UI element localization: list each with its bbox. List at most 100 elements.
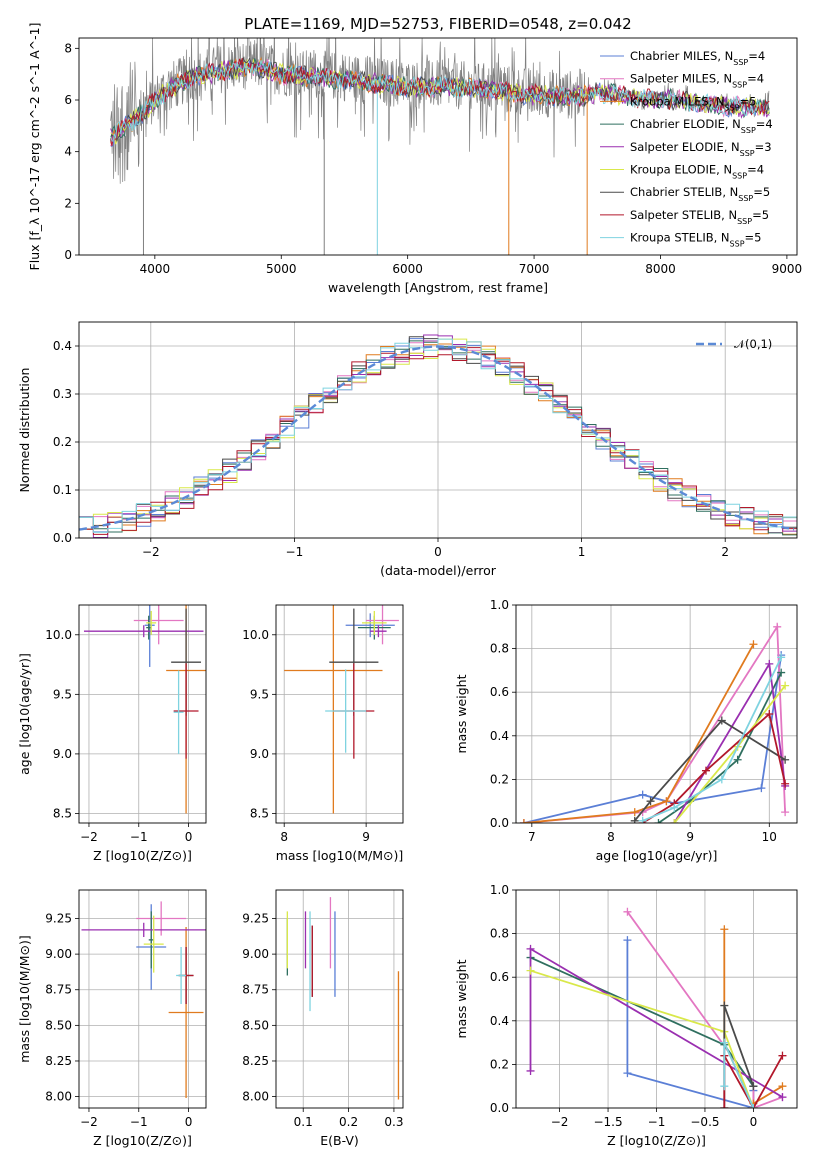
- y-tick-label: 0.2: [490, 772, 509, 786]
- x-axis-label: age [log10(age/yr)]: [596, 848, 718, 863]
- y-tick-label: 8.25: [242, 1054, 269, 1068]
- y-tick-label: 8.75: [45, 983, 72, 997]
- y-tick-label: 2: [64, 196, 72, 210]
- data-point-marker: [662, 797, 671, 806]
- mass-weight-line: [626, 940, 755, 1108]
- y-tick-label: 9.25: [242, 911, 269, 925]
- x-tick-label: 0: [750, 1115, 758, 1129]
- x-axis-label: wavelength [Angstrom, rest frame]: [328, 280, 548, 295]
- x-axis-label: (data-model)/error: [380, 563, 497, 578]
- x-tick-label: 6000: [392, 262, 423, 276]
- x-tick-label: −1: [130, 1115, 148, 1129]
- plot-area: [286, 897, 400, 1100]
- data-point-marker: [519, 819, 528, 823]
- data-point-marker: [646, 797, 655, 806]
- y-tick-label: 8.50: [242, 1018, 269, 1032]
- legend-label: Kroupa STELIB, NSSP=5: [630, 231, 761, 249]
- y-axis-label: Normed distribution: [17, 368, 32, 493]
- y-tick-label: 9.00: [242, 947, 269, 961]
- legend-label: Chabrier MILES, NSSP=4: [630, 49, 765, 67]
- data-point-marker: [623, 1069, 632, 1078]
- y-axis-label: Flux [f_λ 10^-17 erg cm^-2 s^-1 A^-1]: [27, 23, 42, 271]
- x-tick-label: 9000: [772, 262, 803, 276]
- y-axis-label: mass weight: [454, 674, 469, 753]
- axes-frame: [78, 604, 207, 824]
- mass-weight-line: [523, 643, 755, 823]
- axes-frame: [515, 604, 798, 824]
- plot-area: [526, 907, 787, 1108]
- x-tick-label: −1: [286, 545, 304, 559]
- x-tick-label: 2: [721, 545, 729, 559]
- x-tick-label: −2: [551, 1115, 569, 1129]
- data-point-marker: [720, 1038, 729, 1047]
- data-point-marker: [526, 1066, 535, 1075]
- y-tick-label: 0.0: [490, 1101, 509, 1115]
- data-point-marker: [773, 622, 782, 631]
- y-tick-label: 10.0: [45, 628, 72, 642]
- panel-spectrum: 4000 5000 6000 7000 8000 9000 0 2 4 6 8 wavelength …: [27, 23, 803, 295]
- legend-label: Chabrier ELODIE, NSSP=4: [630, 117, 773, 135]
- axes-frame: [78, 37, 798, 256]
- y-tick-label: 0.6: [490, 685, 509, 699]
- data-point-marker: [526, 944, 535, 953]
- data-point-marker: [630, 808, 639, 817]
- data-point-marker: [670, 819, 679, 823]
- axes-frame: [515, 889, 798, 1109]
- plot-area: [284, 605, 399, 814]
- y-tick-label: 1.0: [490, 883, 509, 897]
- data-point-marker: [765, 659, 774, 668]
- y-tick-label: 0.6: [490, 970, 509, 984]
- data-point-marker: [765, 710, 774, 718]
- x-tick-label: 0.1: [294, 1115, 313, 1129]
- y-tick-label: 0: [64, 248, 72, 262]
- panel-mass_vs_EBV: 0.1 0.2 0.3 8.00 8.25 8.50 8.75 9.00 9.25 E(B-V): [242, 889, 404, 1148]
- legend-label: Salpeter ELODIE, NSSP=3: [630, 140, 772, 158]
- axes-frame: [275, 889, 404, 1109]
- mass-weight-line: [634, 719, 786, 822]
- x-axis-label: Z [log10(Z/Z⊙)]: [93, 1133, 192, 1148]
- x-tick-label: 8000: [645, 262, 676, 276]
- model-spectrum: [110, 59, 761, 142]
- y-tick-label: 9.0: [250, 747, 269, 761]
- data-point-marker: [781, 808, 790, 817]
- y-tick-label: 0.4: [490, 729, 509, 743]
- mass-weight-line: [642, 656, 783, 822]
- x-tick-label: −1: [648, 1115, 666, 1129]
- y-tick-label: 0.8: [490, 927, 509, 941]
- data-point-marker: [623, 907, 632, 916]
- y-tick-label: 4: [64, 145, 72, 159]
- legend-label: Kroupa ELODIE, NSSP=4: [630, 163, 764, 181]
- y-tick-label: 0.0: [53, 531, 72, 545]
- panel-age_vs_mass: 8 9 8.5 9.0 9.5 10.0 mass [log10(M/M⊙)]: [242, 604, 404, 863]
- plot-area: [83, 605, 206, 814]
- x-tick-label: −1: [130, 830, 148, 844]
- data-point-marker: [701, 766, 710, 775]
- data-point-marker: [630, 816, 639, 823]
- data-point-marker: [623, 936, 632, 945]
- y-tick-label: 9.5: [53, 687, 72, 701]
- x-tick-label: −2: [80, 1115, 98, 1129]
- plot-area: [79, 334, 797, 538]
- y-tick-label: 1.0: [490, 598, 509, 612]
- legend-label: Chabrier STELIB, NSSP=5: [630, 185, 770, 203]
- x-tick-label: 0: [185, 830, 193, 844]
- legend-label: 𝒩(0,1): [734, 337, 772, 351]
- y-axis-label: mass weight: [454, 959, 469, 1038]
- legend-label: Salpeter STELIB, NSSP=5: [630, 208, 769, 226]
- y-tick-label: 0.8: [490, 642, 509, 656]
- panel-age_vs_Z: −2 −1 0 8.5 9.0 9.5 10.0 Z [log10(Z/Z⊙)] age [lo…: [17, 604, 207, 863]
- data-point-marker: [749, 1082, 758, 1091]
- y-tick-label: 0.1: [53, 483, 72, 497]
- data-point-marker: [757, 784, 766, 793]
- axes-frame: [78, 321, 798, 539]
- y-tick-label: 0.0: [490, 816, 509, 830]
- data-point-marker: [781, 755, 790, 764]
- data-point-marker: [717, 716, 726, 725]
- axes-frame: [78, 889, 207, 1109]
- data-point-marker: [638, 816, 647, 823]
- data-point-marker: [720, 1104, 729, 1108]
- x-tick-label: 4000: [140, 262, 171, 276]
- y-axis-label: age [log10(age/yr)]: [17, 653, 32, 775]
- x-tick-label: 0.3: [384, 1115, 403, 1129]
